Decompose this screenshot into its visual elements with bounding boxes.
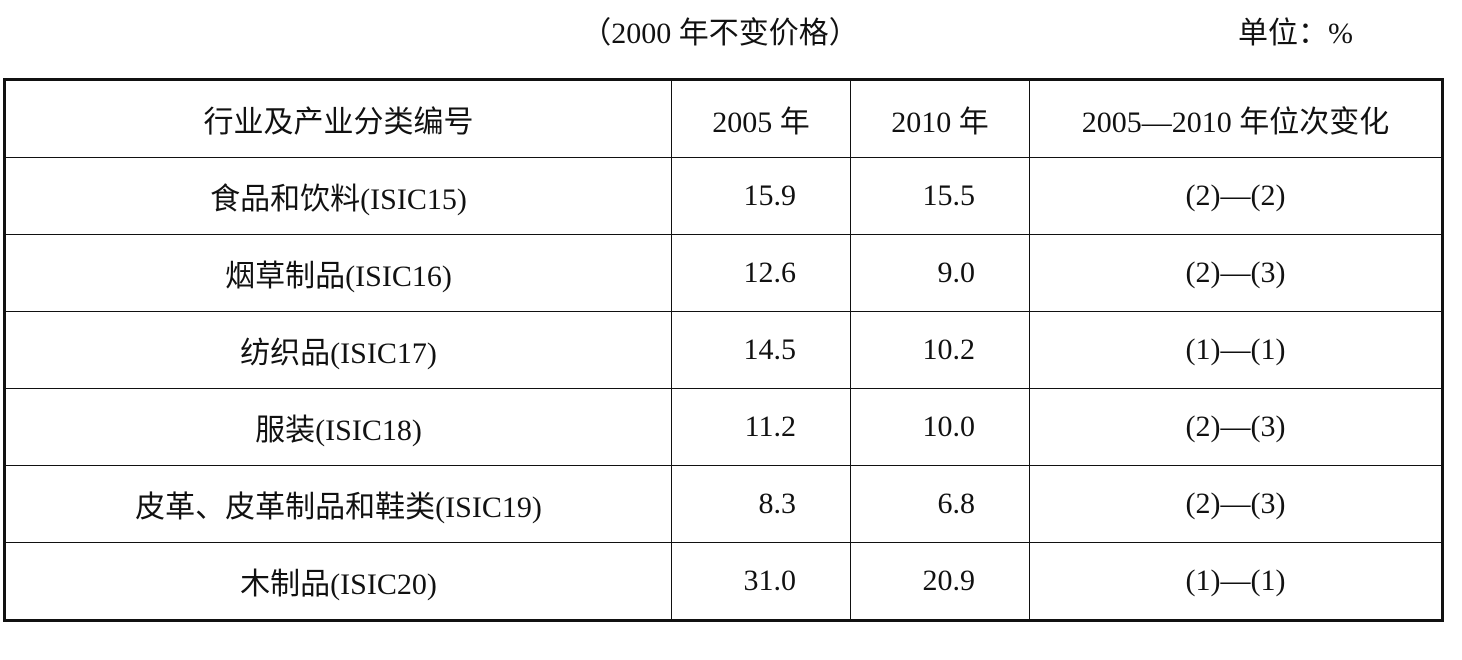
table-cell: 15.5 (850, 157, 1030, 235)
table-cell: 10.0 (850, 388, 1030, 466)
table-cell: 31.0 (671, 542, 851, 621)
table-cell: 14.5 (671, 311, 851, 389)
table-cell: (1)—(1) (1029, 542, 1443, 621)
table-cell: 木制品(ISIC20) (4, 542, 672, 621)
data-table: 行业及产业分类编号 2005 年 2010 年 2005—2010 年位次变化 食品和… (3, 78, 1444, 622)
table-cell: 15.9 (671, 157, 851, 235)
table-cell: (2)—(2) (1029, 157, 1443, 235)
unit-label: 单位：% (1238, 17, 1353, 50)
table-cell: 10.2 (850, 311, 1030, 389)
table-row: 皮革、皮革制品和鞋类(ISIC19) 8.3 6.8 (2)—(3) (4, 465, 1443, 543)
table-body: 食品和饮料(ISIC15) 15.9 15.5 (2)—(2) 烟草制品(ISIC16)… (4, 157, 1443, 621)
table-cell: 烟草制品(ISIC16) (4, 234, 672, 312)
column-header: 2005 年 (671, 79, 851, 158)
column-header: 2005—2010 年位次变化 (1029, 79, 1443, 158)
table-row: 木制品(ISIC20) 31.0 20.9 (1)—(1) (4, 542, 1443, 621)
table-cell: 纺织品(ISIC17) (4, 311, 672, 389)
column-header: 2010 年 (850, 79, 1030, 158)
table-cell: 皮革、皮革制品和鞋类(ISIC19) (4, 465, 672, 543)
table-cell: 20.9 (850, 542, 1030, 621)
table-cell: 食品和饮料(ISIC15) (4, 157, 672, 235)
table-cell: 6.8 (850, 465, 1030, 543)
table-row: 烟草制品(ISIC16) 12.6 9.0 (2)—(3) (4, 234, 1443, 312)
table-cell: (2)—(3) (1029, 234, 1443, 312)
table-cell: 8.3 (671, 465, 851, 543)
table-cell: (2)—(3) (1029, 388, 1443, 466)
table-cell: 11.2 (671, 388, 851, 466)
table-cell: 服装(ISIC18) (4, 388, 672, 466)
header-row: 行业及产业分类编号 2005 年 2010 年 2005—2010 年位次变化 (4, 79, 1443, 158)
table-cell: (1)—(1) (1029, 311, 1443, 389)
table-row: 服装(ISIC18) 11.2 10.0 (2)—(3) (4, 388, 1443, 466)
table-cell: 12.6 (671, 234, 851, 312)
table-row: 食品和饮料(ISIC15) 15.9 15.5 (2)—(2) (4, 157, 1443, 235)
table-row: 纺织品(ISIC17) 14.5 10.2 (1)—(1) (4, 311, 1443, 389)
table-cell: (2)—(3) (1029, 465, 1443, 543)
column-header: 行业及产业分类编号 (4, 79, 672, 158)
table-title: （2000 年不变价格） (581, 17, 859, 50)
table-cell: 9.0 (850, 234, 1030, 312)
